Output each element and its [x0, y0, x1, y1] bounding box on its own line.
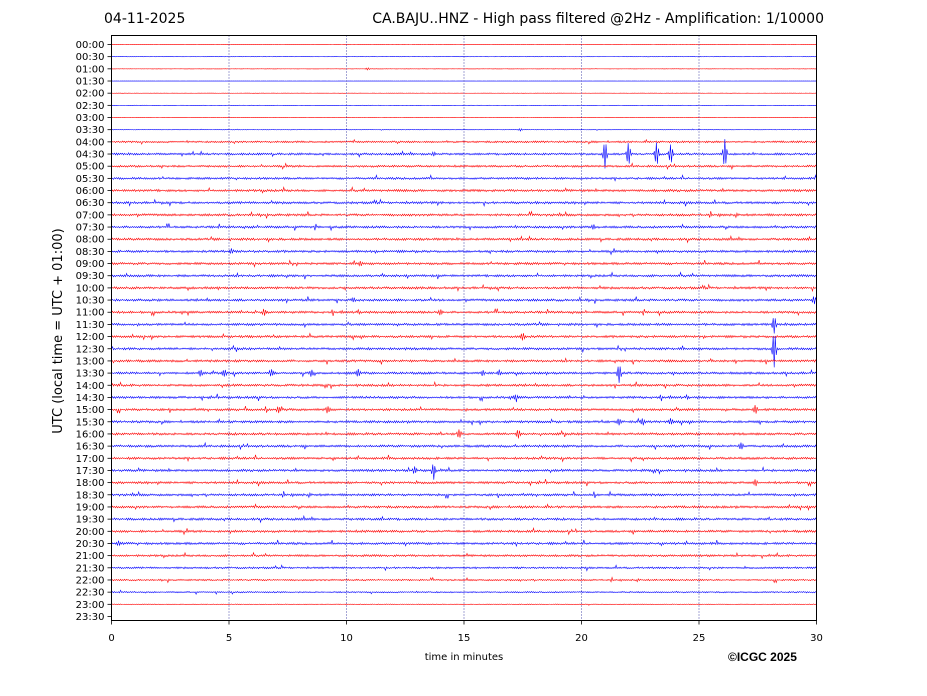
- y-tick-label: 08:00: [76, 235, 105, 246]
- x-tick-labels: 0 5 10 15 20 25 30: [108, 620, 823, 644]
- y-tick-label: 21:30: [76, 563, 105, 574]
- x-tick-label: 25: [693, 633, 706, 644]
- x-tick-label: 5: [226, 633, 232, 644]
- chart-title: CA.BAJU..HNZ - High pass filtered @2Hz -…: [372, 11, 824, 27]
- y-tick-label: 06:30: [76, 198, 105, 209]
- y-tick-label: 19:00: [76, 502, 105, 513]
- y-tick-label: 23:30: [76, 612, 105, 623]
- trace-row-0900: [111, 259, 817, 268]
- trace-row-0830: [111, 248, 817, 256]
- y-tick-label: 20:00: [76, 527, 105, 538]
- y-tick-label: 03:30: [76, 125, 105, 136]
- y-tick-label: 10:30: [76, 296, 105, 307]
- y-tick-label: 06:00: [76, 186, 105, 197]
- y-tick-label: 13:30: [76, 369, 105, 380]
- y-tick-label: 16:00: [76, 429, 105, 440]
- x-tick-label: 10: [340, 633, 353, 644]
- trace-row-1300: [111, 357, 817, 365]
- y-tick-label: 03:00: [76, 113, 105, 124]
- copyright-label: ©ICGC 2025: [728, 650, 797, 664]
- trace-row-0400: [111, 138, 817, 145]
- x-axis-label: time in minutes: [425, 652, 504, 663]
- y-tick-label: 15:00: [76, 405, 105, 416]
- y-tick-label: 14:00: [76, 381, 105, 392]
- trace-row-0330: [111, 128, 817, 132]
- y-tick-label: 01:00: [76, 64, 105, 75]
- y-tick-label: 13:00: [76, 356, 105, 367]
- y-tick-label: 12:00: [76, 332, 105, 343]
- y-tick-label: 00:30: [76, 52, 105, 63]
- y-tick-label: 20:30: [76, 539, 105, 550]
- y-tick-label: 05:30: [76, 174, 105, 185]
- y-tick-label: 16:30: [76, 442, 105, 453]
- x-tick-label: 30: [810, 633, 823, 644]
- y-tick-label: 21:00: [76, 551, 105, 562]
- x-tick-label: 0: [108, 633, 114, 644]
- y-tick-label: 07:00: [76, 210, 105, 221]
- y-tick-label: 04:30: [76, 150, 105, 161]
- y-tick-label: 09:30: [76, 271, 105, 282]
- y-tick-label: 01:30: [76, 77, 105, 88]
- y-tick-label: 02:00: [76, 89, 105, 100]
- y-tick-label: 19:30: [76, 515, 105, 526]
- trace-row-1500: [111, 405, 817, 414]
- y-axis-label: UTC (local time = UTC + 01:00): [51, 228, 66, 433]
- date-label: 04-11-2025: [104, 11, 186, 27]
- y-tick-label: 22:30: [76, 588, 105, 599]
- y-tick-label: 00:00: [76, 40, 105, 51]
- trace-row-2100: [111, 551, 817, 560]
- trace-row-0500: [111, 162, 817, 171]
- y-tick-label: 15:30: [76, 417, 105, 428]
- y-tick-label: 18:30: [76, 490, 105, 501]
- trace-row-0600: [111, 186, 817, 194]
- y-tick-label: 07:30: [76, 223, 105, 234]
- y-tick-label: 09:00: [76, 259, 105, 270]
- trace-row-2300: [111, 603, 817, 606]
- y-tick-label: 23:00: [76, 600, 105, 611]
- trace-row-2200: [111, 576, 817, 584]
- y-tick-label: 22:00: [76, 575, 105, 586]
- y-tick-label: 04:00: [76, 137, 105, 148]
- y-tick-label: 08:30: [76, 247, 105, 258]
- y-tick-label: 17:30: [76, 466, 105, 477]
- y-tick-label: 14:30: [76, 393, 105, 404]
- y-tick-label: 10:00: [76, 283, 105, 294]
- trace-row-1130: [111, 318, 817, 334]
- y-tick-label: 17:00: [76, 454, 105, 465]
- trace-row-1430: [111, 393, 817, 403]
- y-tick-label: 12:30: [76, 344, 105, 355]
- trace-row-0630: [111, 198, 817, 207]
- x-tick-label: 20: [575, 633, 588, 644]
- seismic-traces: [111, 43, 817, 606]
- y-tick-label: 18:00: [76, 478, 105, 489]
- trace-row-0530: [111, 174, 817, 182]
- trace-row-2230: [111, 589, 817, 596]
- trace-row-1400: [111, 380, 817, 390]
- trace-row-1530: [111, 417, 817, 426]
- y-tick-label: 11:00: [76, 308, 105, 319]
- y-tick-label: 05:00: [76, 162, 105, 173]
- x-tick-label: 15: [458, 633, 471, 644]
- trace-row-1600: [111, 429, 817, 439]
- y-tick-label: 11:30: [76, 320, 105, 331]
- trace-row-0430: [111, 139, 817, 169]
- trace-row-0700: [111, 210, 817, 219]
- y-tick-label: 02:30: [76, 101, 105, 112]
